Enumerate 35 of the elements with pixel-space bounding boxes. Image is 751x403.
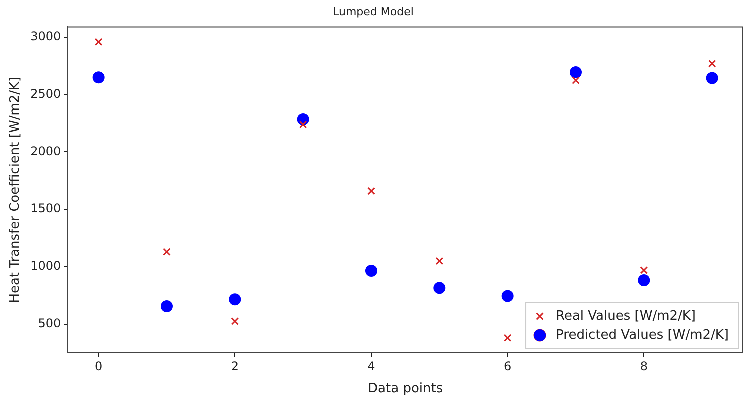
point <box>640 266 648 274</box>
x-tick-label: 8 <box>640 359 648 374</box>
y-tick-label: 2000 <box>30 144 62 158</box>
point <box>706 72 718 84</box>
point <box>365 264 378 277</box>
x-axis-title: Data points <box>368 382 444 397</box>
x-tick-label: 2 <box>231 359 239 374</box>
point <box>434 282 446 294</box>
point <box>92 72 105 84</box>
x-tick-label: 4 <box>368 359 376 374</box>
point <box>570 66 582 79</box>
point <box>299 120 308 129</box>
x-tick-label: 0 <box>94 359 103 374</box>
y-tick-label: 2500 <box>30 87 62 102</box>
point <box>231 318 240 326</box>
legend-label: Predicted Values [W/m2/K] <box>556 328 730 343</box>
y-tick-label: 1000 <box>30 259 62 274</box>
point <box>572 76 580 84</box>
point <box>160 300 173 313</box>
point <box>638 274 650 286</box>
point <box>229 294 242 306</box>
point <box>368 187 376 196</box>
point <box>708 60 716 68</box>
legend-label: Real Values [W/m2/K] <box>556 308 696 324</box>
y-tick-label: 500 <box>38 316 62 330</box>
point <box>163 248 171 256</box>
point <box>504 334 512 342</box>
point <box>436 257 444 266</box>
y-axis-title: Heat Transfer Coefficient [W/m2/K] <box>8 76 24 304</box>
x-tick-label: 6 <box>504 359 512 374</box>
chart-title: Lumped Model <box>333 5 414 18</box>
point <box>502 290 514 302</box>
y-tick-label: 3000 <box>30 30 62 44</box>
y-tick-label: 1500 <box>30 202 62 216</box>
point <box>94 38 103 46</box>
